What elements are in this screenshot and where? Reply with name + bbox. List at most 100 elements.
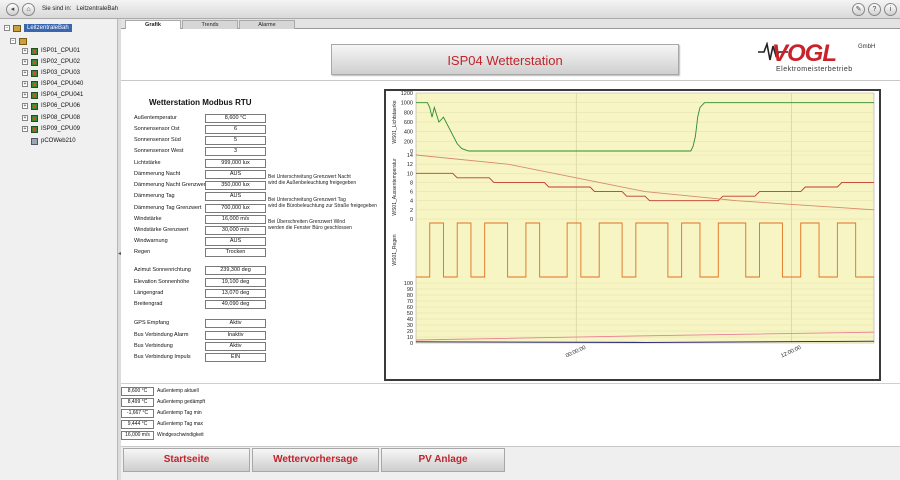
row-value: 3 — [205, 147, 266, 156]
row-value: 6 — [205, 125, 266, 134]
readout-value: 8,600 °C — [121, 387, 154, 396]
collapse-panel-icon[interactable]: ◂ — [118, 251, 122, 257]
tab-bar: Grafik Trends Alarme — [121, 19, 900, 29]
tab-grafik[interactable]: Grafik — [125, 20, 181, 29]
row-value: Aktiv — [205, 319, 266, 328]
readout-label: Außentemp gedämpft — [157, 399, 206, 405]
note-wind: Bei Überschreiten Grenzwert Wind werden d… — [268, 219, 352, 231]
readout-label: Außentemp aktuell — [157, 388, 199, 394]
tree-item-isp04-041[interactable]: + ISP04_CPU041 — [22, 90, 83, 100]
y-tick-label: 1200 — [401, 91, 413, 97]
row-value: 30,000 m/s — [205, 226, 266, 235]
expand-icon[interactable]: + — [22, 115, 28, 121]
row-value: 16,000 m/s — [205, 215, 266, 224]
plc-icon — [31, 69, 38, 77]
row-value: 13,070 deg — [205, 289, 266, 298]
expand-icon[interactable]: + — [22, 103, 28, 109]
expand-icon[interactable]: + — [22, 48, 28, 54]
y-tick-label: 50 — [407, 311, 413, 317]
tree-project-node[interactable]: − — [10, 36, 27, 46]
tree-item-label: ISP04_CPU040 — [41, 81, 84, 87]
collapse-icon[interactable]: − — [10, 38, 16, 44]
series-line — [415, 331, 875, 341]
y-tick-label: 0 — [410, 217, 413, 223]
location-label: Sie sind in: — [42, 6, 72, 12]
plc-icon — [31, 80, 38, 88]
tree-item-isp02[interactable]: + ISP02_CPU02 — [22, 57, 80, 67]
help-icon[interactable]: ? — [868, 3, 881, 16]
row-label: Längengrad — [134, 290, 164, 296]
row-label: Bus Verbindung — [134, 343, 173, 349]
y-tick-label: 90 — [407, 287, 413, 293]
tree-item-isp06[interactable]: + ISP06_CPU06 — [22, 101, 80, 111]
y-tick-label: 10 — [407, 171, 413, 177]
row-value: 5 — [205, 136, 266, 145]
footer-nav — [121, 446, 900, 480]
note-line: wird die Außenbeleuchtung freigegeben — [268, 180, 357, 186]
trend-chart-svg: 020040060080010001200WS01_Lichtstaerke02… — [392, 91, 875, 359]
row-label: Windstärke — [134, 216, 162, 222]
info-icon[interactable]: i — [884, 3, 897, 16]
edit-icon[interactable]: ✎ — [852, 3, 865, 16]
tree-item-isp09[interactable]: + ISP09_CPU09 — [22, 124, 80, 134]
datatable-title: Wetterstation Modbus RTU — [149, 98, 252, 107]
tree-root-label: LeitzentraleBah — [24, 24, 72, 32]
note-nacht: Bei Unterschreitung Grenzwert Nacht wird … — [268, 174, 356, 186]
note-line: werden die Fenster Büro geschlossen — [268, 225, 352, 231]
row-value: AUS — [205, 170, 266, 179]
note-line: Bei Unterschreitung Grenzwert Tag — [268, 197, 346, 203]
readout-value: 16,000 m/s — [121, 431, 154, 440]
row-label: Sonnensensor West — [134, 148, 184, 154]
row-value: 700,000 lux — [205, 204, 266, 213]
plc-icon — [31, 102, 38, 110]
y-tick-label: 6 — [410, 190, 413, 196]
y-tick-label: 100 — [404, 281, 413, 287]
page-title: ISP04 Wetterstation — [331, 44, 679, 75]
x-tick-label: 00:00:00 — [565, 345, 587, 359]
row-label: Azimut Sonnenrichtung — [134, 267, 191, 273]
row-label: Dämmerung Nacht — [134, 171, 181, 177]
axis-label: WS01_Aussentemperatur — [392, 158, 398, 216]
tree-item-isp03[interactable]: + ISP03_CPU03 — [22, 68, 80, 78]
pv-anlage-button[interactable]: PV Anlage — [381, 448, 505, 472]
expand-icon[interactable]: + — [22, 59, 28, 65]
panel-splitter[interactable] — [118, 19, 121, 480]
y-tick-label: 30 — [407, 323, 413, 329]
series-line — [415, 154, 875, 211]
plc-icon — [31, 58, 38, 66]
tab-alarme[interactable]: Alarme — [239, 20, 295, 29]
y-tick-label: 600 — [404, 120, 413, 126]
readout-label: Außentemp Tag min — [157, 410, 202, 416]
row-label: Breitengrad — [134, 301, 163, 307]
y-tick-label: 800 — [404, 110, 413, 116]
logo-wave-icon — [758, 42, 788, 61]
readout-label: Außentemp Tag max — [157, 421, 204, 427]
row-value: EIN — [205, 353, 266, 362]
expand-icon[interactable]: + — [22, 81, 28, 87]
home-up-icon[interactable]: ⌂ — [22, 3, 35, 16]
y-tick-label: 12 — [407, 162, 413, 168]
expand-icon[interactable]: + — [22, 126, 28, 132]
navigation-tree: − LeitzentraleBah − + ISP01_CPU01 + ISP02_… — [0, 19, 118, 480]
note-tag: Bei Unterschreitung Grenzwert Tag wird di… — [268, 197, 377, 209]
tab-trends[interactable]: Trends — [182, 20, 238, 29]
tree-item-pcoweb[interactable]: pCOWeb210 — [31, 136, 76, 146]
expand-icon[interactable]: + — [22, 92, 28, 98]
tree-item-isp04-040[interactable]: + ISP04_CPU040 — [22, 79, 83, 89]
tree-item-isp01[interactable]: + ISP01_CPU01 — [22, 46, 80, 56]
top-bar: ◂ ⌂ Sie sind in: LeitzentraleBah ✎ ? i — [0, 0, 900, 19]
series-line — [416, 102, 874, 152]
note-line: Bei Unterschreitung Grenzwert Nacht — [268, 174, 351, 180]
tree-item-isp08[interactable]: + ISP08_CPU08 — [22, 113, 80, 123]
menu-arrow-icon[interactable]: ◂ — [6, 3, 19, 16]
y-tick-label: 10 — [407, 335, 413, 341]
wettervorhersage-button[interactable]: Wettervorhersage — [252, 448, 379, 472]
logo-subtitle: Elektromeisterbetrieb — [776, 66, 853, 73]
collapse-icon[interactable]: − — [4, 25, 10, 31]
row-value: 350,000 lux — [205, 181, 266, 190]
tree-root[interactable]: − LeitzentraleBah — [4, 24, 72, 32]
note-line: wird die Bürobeleuchtung zur Straße frei… — [268, 203, 377, 209]
startseite-button[interactable]: Startseite — [123, 448, 250, 472]
expand-icon[interactable]: + — [22, 70, 28, 76]
folder-icon — [13, 24, 21, 32]
